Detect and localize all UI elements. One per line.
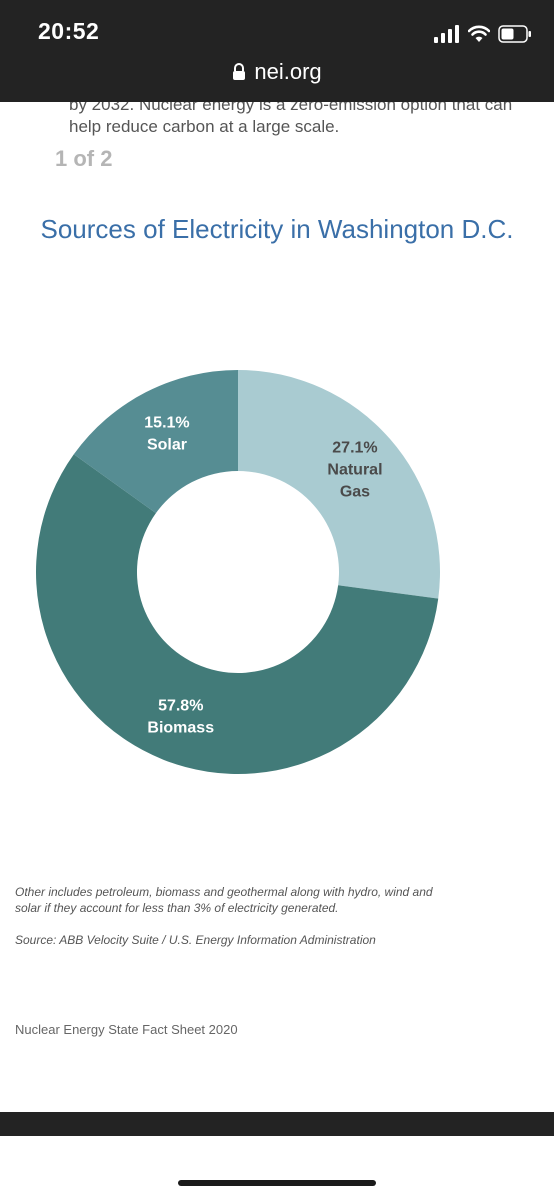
url-text: nei.org: [254, 59, 322, 84]
footnote-other: Other includes petroleum, biomass and ge…: [15, 885, 433, 915]
slice-label-biomass: 57.8% Biomass: [147, 698, 214, 737]
status-icons: [434, 22, 532, 46]
lock-icon: [233, 63, 246, 80]
bottom-toolbar: [0, 1112, 554, 1136]
chart-title: Sources of Electricity in Washington D.C…: [40, 214, 514, 244]
status-bar: 20:52 nei.org: [0, 0, 554, 102]
wifi-icon: [468, 25, 490, 42]
footer-text: Nuclear Energy State Fact Sheet 2020: [15, 1022, 238, 1037]
slice-biomass: [35, 454, 439, 774]
donut-chart: 27.1% Natural Gas 57.8% Biomass 15.1% Solar: [35, 370, 440, 774]
pager-label: 1 of 2: [55, 146, 113, 171]
slice-solar: [73, 370, 238, 514]
slice-label-solar: 15.1% Solar: [144, 415, 189, 454]
intro-text: by 2032. Nuclear energy is a zero-emissi…: [69, 102, 513, 136]
footnote-source: Source: ABB Velocity Suite / U.S. Energy…: [15, 933, 376, 947]
page-content: by 2032. Nuclear energy is a zero-emissi…: [0, 102, 554, 1112]
battery-icon: [498, 25, 531, 43]
signal-icon: [434, 25, 459, 43]
clock: 20:52: [38, 18, 100, 44]
slice-natural-gas: [238, 370, 440, 599]
address-bar[interactable]: nei.org: [0, 56, 554, 88]
slice-label-natural-gas: 27.1% Natural Gas: [327, 440, 382, 501]
home-indicator[interactable]: [178, 1180, 376, 1186]
